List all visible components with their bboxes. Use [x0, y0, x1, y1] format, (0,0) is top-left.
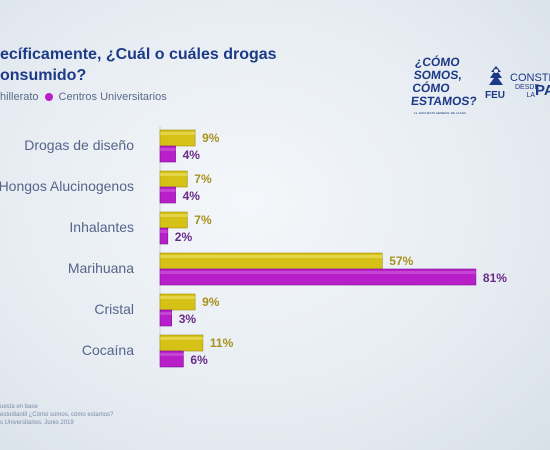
legend-label-series2: Centros Universitarios — [58, 91, 167, 103]
bar-series2-highlight — [160, 230, 168, 233]
bar-series2-highlight — [160, 148, 176, 151]
feu-emblem-icon — [489, 66, 503, 85]
data-label-series2: 4% — [183, 189, 201, 203]
data-label-series1: 9% — [202, 131, 220, 145]
construir-text: CONSTR — [510, 72, 550, 84]
source-footnotes: uesta en base estudiantil ¿Cómo somos, c… — [0, 404, 114, 426]
data-label-series2: 3% — [179, 312, 197, 326]
category-label: Drogas de diseño — [24, 137, 134, 153]
bar-series1-highlight — [160, 214, 188, 217]
pais-text: PA — [535, 82, 550, 99]
legend-dot-series2 — [44, 93, 53, 101]
feu-logo-text: FEU — [485, 90, 505, 101]
bar-series2 — [159, 227, 169, 245]
bar-series2-highlight — [160, 189, 176, 192]
bar-series1-highlight — [160, 132, 196, 135]
data-label-series2: 81% — [483, 271, 507, 285]
bar-series1-highlight — [160, 255, 383, 258]
data-label-series2: 6% — [190, 353, 208, 367]
data-label-series2: 4% — [183, 148, 201, 162]
desde-la-text: DESDE LA — [515, 84, 540, 99]
data-label-series1: 7% — [194, 213, 212, 227]
bar-series2-highlight — [160, 271, 476, 274]
category-label: Cristal — [94, 301, 134, 317]
category-label: Hongos Alucinogenos — [0, 178, 134, 194]
category-label: Inhalantes — [69, 219, 134, 235]
survey-logo-subtitle: 1a. ENCUESTA GENERAL DE LA FEU — [414, 111, 467, 115]
data-label-series1: 57% — [389, 254, 413, 268]
bar-series2 — [159, 309, 172, 327]
data-label-series1: 7% — [194, 172, 212, 186]
data-label-series1: 9% — [202, 295, 220, 309]
bar-series1-highlight — [160, 173, 188, 176]
data-label-series2: 2% — [175, 230, 193, 244]
bar-series1-highlight — [160, 337, 203, 340]
bar-series2-highlight — [160, 353, 184, 356]
bar-series1-highlight — [160, 296, 196, 299]
bar-series2-highlight — [160, 312, 172, 315]
category-label: Marihuana — [68, 260, 134, 276]
category-label: Cocaína — [82, 342, 134, 358]
chart-legend: hillerato Centros Universitarios — [0, 91, 167, 103]
slide-title: ecíficamente, ¿Cuál o cuáles drogas onsu… — [0, 46, 277, 84]
legend-label-series1: hillerato — [0, 91, 39, 103]
data-label-series1: 11% — [210, 336, 234, 350]
